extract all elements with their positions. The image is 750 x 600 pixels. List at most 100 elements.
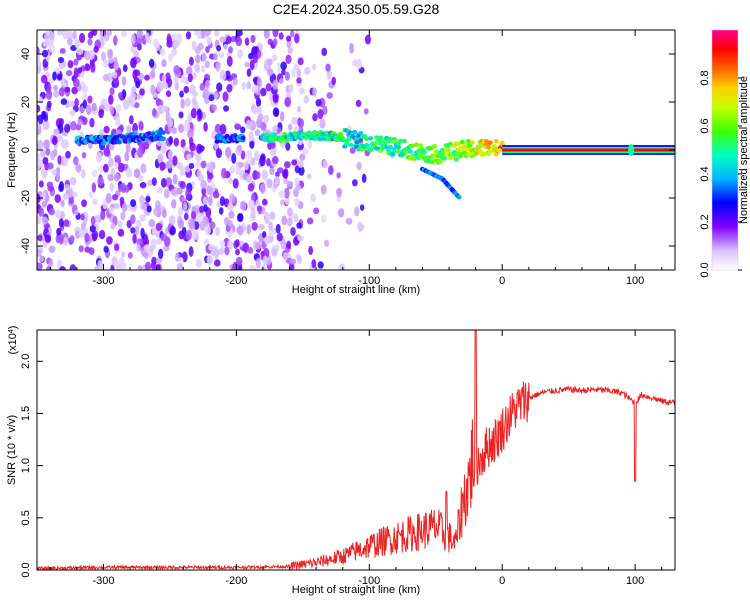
noise-cell: [37, 193, 41, 204]
signal-cell: [390, 151, 396, 156]
noise-cell: [226, 83, 233, 93]
noise-cell: [90, 62, 96, 73]
noise-cell: [135, 80, 141, 89]
noise-cell: [284, 71, 290, 81]
signal-cell: [481, 151, 487, 156]
noise-cell: [126, 220, 132, 229]
colorbar-gradient: [712, 30, 738, 270]
noise-cell: [157, 187, 163, 194]
noise-cell: [191, 96, 197, 106]
signal-cell: [409, 143, 415, 148]
noise-cell: [262, 255, 269, 266]
noise-cell: [64, 86, 71, 93]
noise-cell: [326, 69, 332, 80]
noise-cell: [124, 151, 130, 162]
noise-cell: [121, 76, 127, 86]
signal-cell: [122, 139, 128, 144]
snr-scale-prefix: (x10: [7, 333, 19, 354]
noise-cell: [246, 81, 252, 90]
noise-cell: [52, 148, 58, 157]
signal-cell: [358, 130, 364, 136]
noise-cell: [74, 209, 79, 216]
signal-cell: [457, 146, 463, 151]
signal-cell: [240, 135, 246, 141]
noise-cell: [291, 159, 298, 166]
noise-cell: [219, 69, 227, 81]
noise-cell: [199, 205, 205, 214]
noise-cell: [148, 58, 155, 68]
noise-cell: [176, 187, 183, 195]
noise-cell: [97, 176, 104, 186]
noise-cell: [219, 240, 226, 247]
noise-cell: [359, 204, 365, 211]
noise-cell: [286, 217, 293, 227]
noise-cell: [73, 58, 79, 66]
noise-cell: [293, 63, 299, 71]
noise-cell: [266, 68, 274, 77]
noise-cell: [192, 90, 198, 97]
noise-cell: [283, 161, 291, 169]
noise-cell: [243, 161, 249, 171]
noise-cell: [326, 92, 333, 100]
noise-cell: [311, 259, 317, 269]
noise-cell: [54, 209, 62, 219]
noise-cell: [283, 177, 288, 185]
signal-cell: [483, 138, 489, 144]
noise-cell: [355, 99, 362, 108]
noise-cell: [229, 166, 235, 174]
noise-cell: [156, 81, 164, 92]
noise-cell: [37, 60, 42, 68]
noise-cell: [89, 117, 95, 128]
noise-cell: [170, 188, 177, 196]
noise-cell: [349, 42, 354, 54]
noise-cell: [364, 34, 372, 45]
noise-cell: [247, 246, 254, 254]
noise-cell: [302, 147, 309, 156]
noise-cell: [356, 161, 362, 171]
noise-cell: [167, 53, 174, 62]
noise-cell: [48, 245, 56, 254]
noise-cell: [237, 213, 244, 222]
noise-cell: [297, 255, 303, 265]
noise-cell: [150, 84, 156, 95]
noise-cell: [130, 33, 136, 45]
signal-cell: [262, 136, 268, 142]
noise-cell: [323, 239, 330, 247]
noise-cell: [227, 202, 234, 211]
noise-cell: [159, 47, 166, 57]
noise-cell: [286, 240, 292, 249]
noise-cell: [139, 88, 145, 96]
noise-cell: [37, 234, 43, 242]
noise-cell: [196, 31, 202, 40]
noise-cell: [185, 31, 192, 40]
noise-cell: [266, 157, 271, 167]
noise-cell: [268, 221, 273, 232]
noise-cell: [244, 61, 250, 68]
snr-plot-area: [37, 330, 675, 570]
snr-y-ticks: 0.0 0.5 1.0 1.5 2.0: [20, 354, 675, 578]
noise-cell: [191, 40, 197, 51]
noise-cell: [226, 55, 233, 67]
noise-cell: [83, 50, 91, 61]
noise-cell: [45, 148, 51, 156]
noise-cell: [102, 73, 110, 82]
noise-cell: [120, 211, 126, 221]
noise-cell: [120, 31, 128, 38]
noise-cell: [76, 48, 84, 55]
colorbar-frame: [711, 29, 739, 271]
noise-cell: [247, 199, 255, 208]
noise-cell: [132, 233, 137, 244]
noise-cell: [160, 233, 168, 242]
noise-cell: [231, 152, 237, 164]
noise-cell: [251, 46, 258, 55]
noise-cell: [177, 219, 185, 229]
noise-cell: [208, 221, 216, 230]
noise-cell: [103, 245, 109, 253]
noise-cell: [88, 191, 94, 198]
noise-cell: [283, 251, 288, 261]
snr-panel: -300 -200 -100 0 100 0.0 0.5 1.0 1.5 2.0 Height …: [6, 326, 676, 596]
noise-cell: [200, 180, 208, 189]
noise-cell: [205, 45, 210, 54]
noise-cell: [290, 227, 296, 236]
noise-cell: [176, 262, 184, 270]
